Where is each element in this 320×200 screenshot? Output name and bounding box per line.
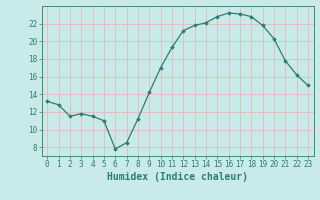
X-axis label: Humidex (Indice chaleur): Humidex (Indice chaleur) [107, 172, 248, 182]
